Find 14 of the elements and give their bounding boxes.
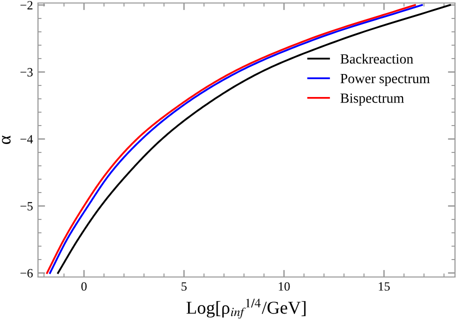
x-tick-label: 5 (182, 282, 187, 291)
x-tick-label: 0 (81, 282, 87, 291)
x-axis-title: Log[ρ$_{inf}$$^{1/4}$/GeV] (186, 298, 306, 319)
legend-label: Backreaction (340, 54, 414, 64)
y-tick-label: −6 (20, 269, 33, 278)
y-tick-label: −3 (20, 68, 33, 76)
y-tick-label: −2 (20, 1, 32, 10)
legend-label: Bispectrum (340, 94, 404, 106)
legend-label: Power spectrum (340, 74, 430, 86)
y-axis-title: α (2, 136, 11, 144)
x-tick-label: 10 (278, 282, 290, 291)
y-tick-label: −5 (20, 202, 33, 210)
x-tick-label: 15 (378, 282, 390, 291)
y-tick-label: −4 (20, 135, 33, 144)
